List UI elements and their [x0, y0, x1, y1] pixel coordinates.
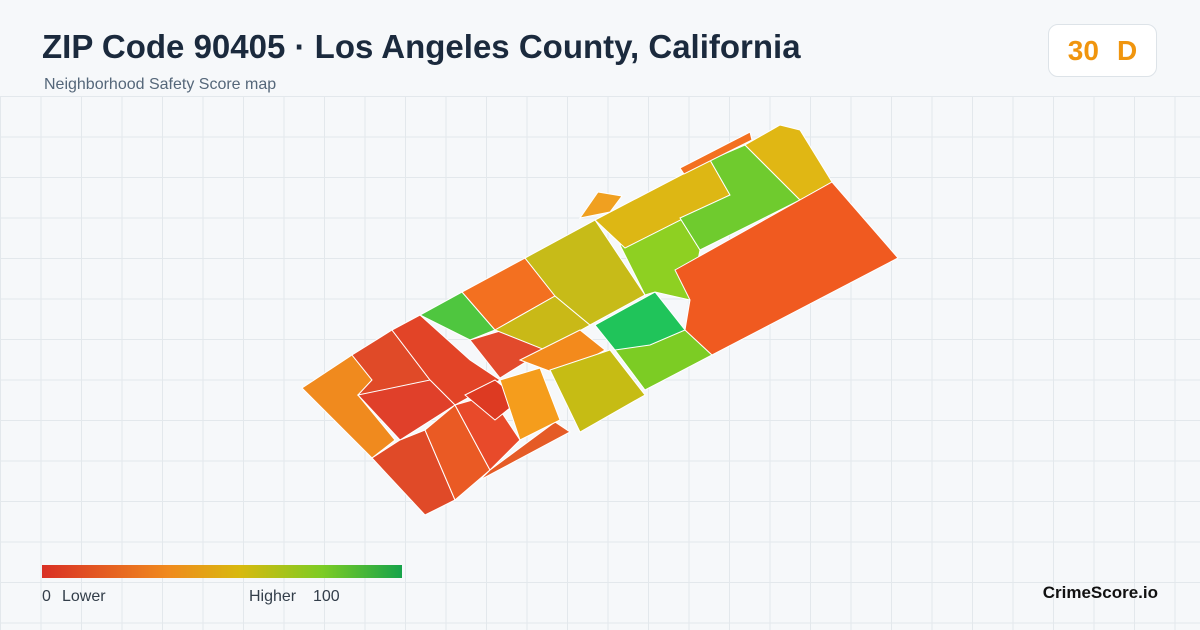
- legend-max-label: Higher: [249, 588, 297, 605]
- area: [744, 124, 833, 201]
- legend-min: 0: [42, 588, 51, 605]
- legend-min-label: Lower: [62, 588, 106, 605]
- score-badge: 30 D: [1048, 24, 1157, 77]
- score-value: 30: [1067, 34, 1099, 66]
- area: [578, 191, 623, 219]
- area: [499, 367, 561, 441]
- brand: CrimeScore.io: [1042, 583, 1158, 602]
- area: [679, 131, 753, 175]
- legend-gradient: [42, 565, 402, 578]
- subtitle: Neighborhood Safety Score map: [44, 76, 277, 93]
- area: [518, 329, 606, 376]
- area: [674, 181, 899, 356]
- area: [549, 349, 646, 433]
- area: [524, 219, 646, 326]
- area: [479, 421, 571, 481]
- legend-max: 100: [313, 588, 340, 605]
- title: ZIP Code 90405 · Los Angeles County, Cal…: [42, 28, 801, 65]
- score-grade: D: [1116, 34, 1138, 66]
